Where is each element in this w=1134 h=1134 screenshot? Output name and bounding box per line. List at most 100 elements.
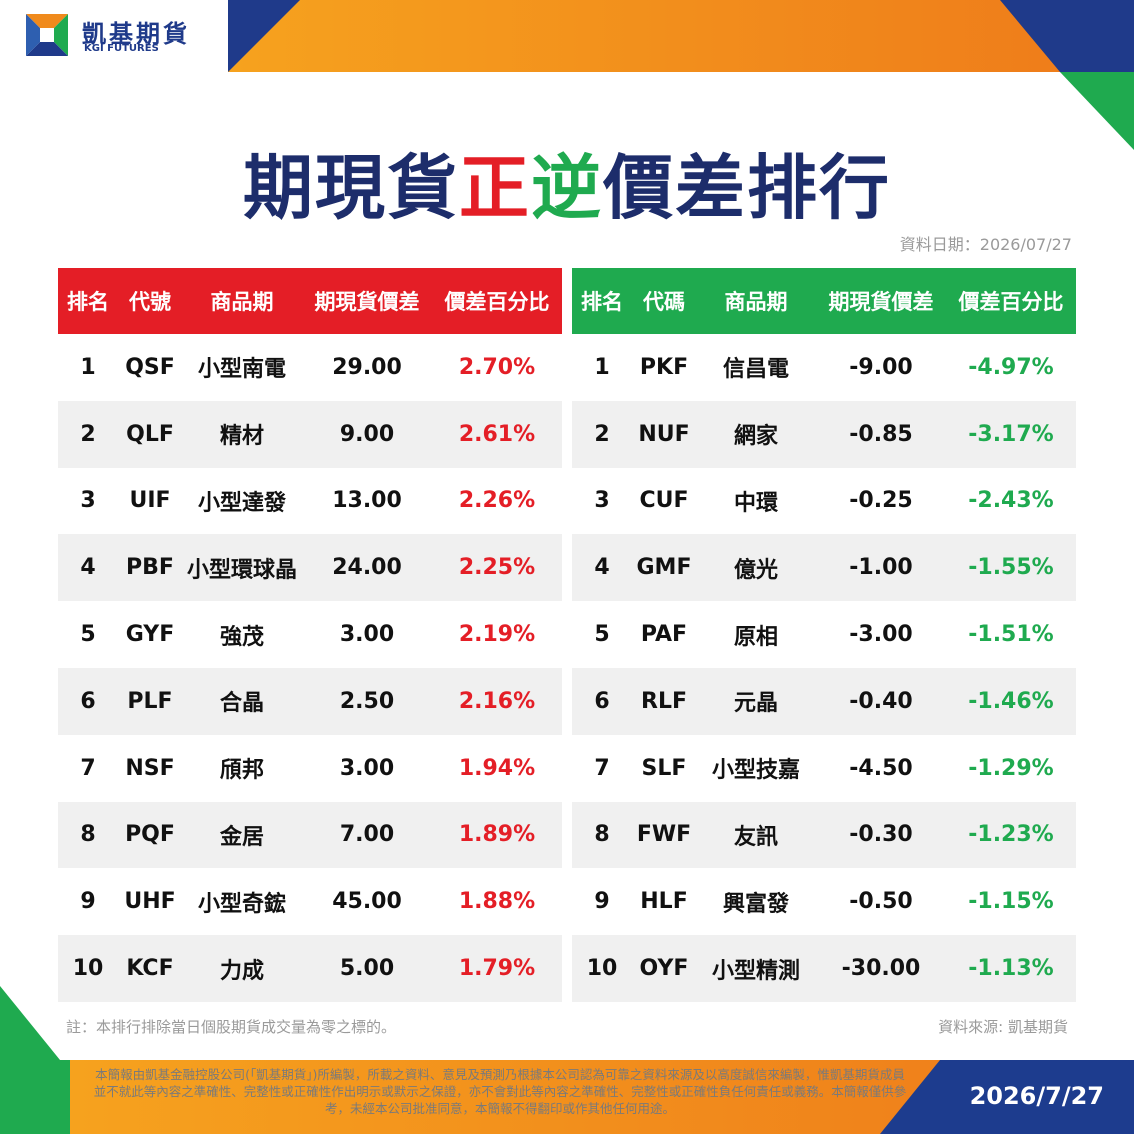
code-cell: UHF <box>124 889 176 915</box>
rank-cell: 5 <box>594 622 610 648</box>
pct-cell: 1.88% <box>458 889 536 915</box>
table-row: 7 SLF 小型技嘉 -4.50 -1.29% <box>572 735 1076 802</box>
table-row: 1 PKF 信昌電 -9.00 -4.97% <box>572 334 1076 401</box>
footer-date: 2026/7/27 <box>969 1082 1104 1110</box>
rank-cell: 7 <box>80 755 96 781</box>
product-cell: 小型精測 <box>711 958 800 984</box>
code-cell: SLF <box>641 755 687 781</box>
spread-cell: 9.00 <box>339 421 395 447</box>
product-cell: 信昌電 <box>722 357 789 383</box>
pct-cell: 1.94% <box>458 755 536 781</box>
table-row: 5 GYF 強茂 3.00 2.19% <box>58 601 562 668</box>
spread-cell: -0.50 <box>849 889 913 915</box>
table-row: 4 GMF 億光 -1.00 -1.55% <box>572 534 1076 602</box>
spread-cell: -0.30 <box>849 822 913 848</box>
spread-cell: -1.00 <box>849 555 913 581</box>
disclaimer: 本簡報由凱基金融控股公司(「凱基期貨」)所編製，所載之資料、意見及預測乃根據本公… <box>93 1067 907 1116</box>
table-row: 9 HLF 興富發 -0.50 -1.15% <box>572 868 1076 935</box>
pct-cell: -1.29% <box>968 755 1054 781</box>
rank-cell: 4 <box>80 555 96 581</box>
table-row: 10 KCF 力成 5.00 1.79% <box>58 935 562 1002</box>
rank-cell: 6 <box>594 688 610 714</box>
rank-cell: 10 <box>586 956 618 982</box>
spread-cell: 5.00 <box>339 956 395 982</box>
pct-cell: -1.23% <box>968 822 1054 848</box>
code-cell: NUF <box>638 421 690 447</box>
spread-cell: 13.00 <box>332 488 402 514</box>
table-row: 3 CUF 中環 -0.25 -2.43% <box>572 468 1076 535</box>
title-ni: 逆 <box>531 147 603 229</box>
table-row: 5 PAF 原相 -3.00 -1.51% <box>572 601 1076 668</box>
page-title: 期現貨正逆價差排行 <box>0 132 1134 233</box>
kgi-logo-icon <box>26 14 68 56</box>
header-code: 代碼 <box>643 290 685 314</box>
pct-cell: -4.97% <box>968 354 1054 380</box>
pct-cell: 2.19% <box>458 622 536 648</box>
spread-cell: 24.00 <box>332 555 402 581</box>
product-cell: 精材 <box>219 424 264 450</box>
rank-cell: 10 <box>72 956 104 982</box>
code-cell: NSF <box>125 755 175 781</box>
pct-cell: 2.16% <box>458 688 536 714</box>
pct-cell: -2.43% <box>968 488 1054 514</box>
product-cell: 網家 <box>733 424 778 450</box>
code-cell: QLF <box>126 421 174 447</box>
brand-name-en: KGI FUTURES <box>84 43 159 54</box>
spread-cell: 3.00 <box>339 755 395 781</box>
table-body: 1 PKF 信昌電 -9.00 -4.97% 2 NUF 網家 -0.85 -3.17% 3 CUF 中… <box>572 334 1076 1002</box>
rank-cell: 3 <box>594 488 610 514</box>
product-cell: 原相 <box>733 624 778 650</box>
spread-cell: 2.50 <box>339 688 395 714</box>
rank-cell: 9 <box>80 889 96 915</box>
rank-cell: 1 <box>594 354 610 380</box>
product-cell: 強茂 <box>219 624 264 650</box>
pct-cell: -3.17% <box>968 421 1054 447</box>
rank-cell: 3 <box>80 488 96 514</box>
table-row: 8 FWF 友訊 -0.30 -1.23% <box>572 801 1076 869</box>
code-cell: FWF <box>636 822 692 848</box>
pct-cell: -1.13% <box>968 956 1054 982</box>
rank-cell: 6 <box>80 688 96 714</box>
backwardation-table: 排名 代碼 商品期 期現貨價差 價差百分比 1 PKF 信昌電 -9.00 -4.97%… <box>572 268 1076 1002</box>
code-cell: QSF <box>125 354 175 380</box>
spread-cell: -0.85 <box>849 421 913 447</box>
pct-cell: 2.25% <box>458 555 536 581</box>
pct-cell: 1.79% <box>458 956 536 982</box>
brand-logo: 凱基期貨 KGI FUTURES <box>0 0 228 72</box>
header-rank: 排名 <box>67 290 109 314</box>
rank-cell: 4 <box>594 555 610 581</box>
code-cell: CUF <box>639 488 689 514</box>
code-cell: HLF <box>640 889 688 915</box>
rank-cell: 7 <box>594 755 610 781</box>
table-row: 9 UHF 小型奇鋐 45.00 1.88% <box>58 868 562 935</box>
product-cell: 金居 <box>219 824 264 850</box>
product-cell: 友訊 <box>733 824 778 850</box>
product-cell: 小型奇鋐 <box>197 891 286 917</box>
spread-cell: -0.25 <box>849 488 913 514</box>
code-cell: PAF <box>640 622 688 648</box>
title-part1: 期現貨 <box>243 147 459 229</box>
table-row: 2 NUF 網家 -0.85 -3.17% <box>572 400 1076 468</box>
header-rank: 排名 <box>581 290 623 314</box>
header-spread: 期現貨價差 <box>314 290 420 314</box>
spread-cell: -3.00 <box>849 622 913 648</box>
code-cell: UIF <box>129 488 171 514</box>
product-cell: 小型南電 <box>197 357 286 383</box>
product-cell: 億光 <box>733 557 778 583</box>
title-part2: 價差排行 <box>603 147 891 229</box>
product-cell: 力成 <box>219 958 264 984</box>
title-zheng: 正 <box>459 147 531 229</box>
spread-cell: -0.40 <box>849 688 913 714</box>
data-date: 資料日期：2026/07/27 <box>899 235 1072 254</box>
spread-cell: 3.00 <box>339 622 395 648</box>
pct-cell: -1.15% <box>968 889 1054 915</box>
footnote: 註：本排行排除當日個股期貨成交量為零之標的。 <box>66 1018 397 1036</box>
product-cell: 興富發 <box>722 891 789 917</box>
spread-cell: 45.00 <box>332 889 402 915</box>
pct-cell: -1.55% <box>968 555 1054 581</box>
contango-table: 排名 代號 商品期 期現貨價差 價差百分比 1 QSF 小型南電 29.00 2.70%… <box>58 268 562 1002</box>
product-cell: 合晶 <box>219 691 264 717</box>
header-code: 代號 <box>129 290 171 314</box>
table-row: 4 PBF 小型環球晶 24.00 2.25% <box>58 534 562 602</box>
pct-cell: 1.89% <box>458 822 536 848</box>
